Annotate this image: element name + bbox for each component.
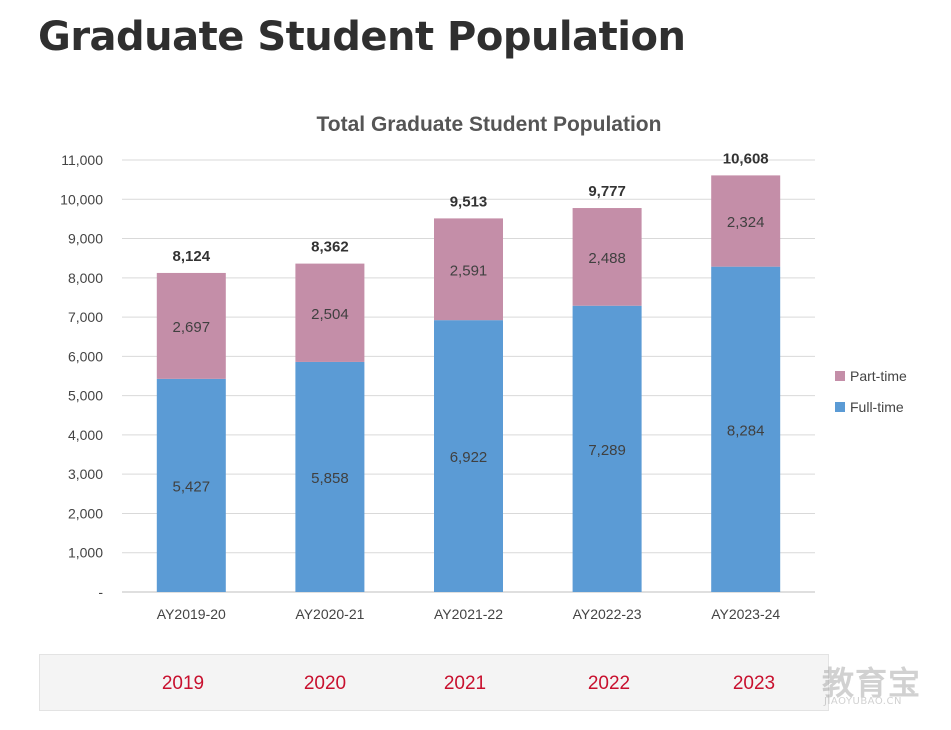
data-label: 2,488 [588,250,626,267]
bar-full-time [572,305,642,592]
x-tick-label: AY2023-24 [711,606,780,622]
data-label: 5,427 [173,478,211,495]
year-tab-2021[interactable]: 2021 [443,673,487,694]
year-tab-2023[interactable]: 2023 [732,673,776,694]
data-label: 5,858 [311,470,349,487]
y-tick-label: 1,000 [68,545,103,561]
data-label: 2,697 [173,319,211,336]
watermark-cn-text: 教育宝 [822,664,922,702]
watermark-logo: 教育宝 JIAOYUBAO.CN [818,658,938,712]
bar-part-time [295,263,365,362]
stacked-bar-chart: Total Graduate Student Population - 1,000 2… [60,113,907,622]
bar-part-time [434,218,503,321]
year-tab-2019[interactable]: 2019 [161,673,205,694]
data-label: 2,591 [450,262,488,279]
total-label: 10,608 [723,150,769,167]
bar-full-time [434,320,503,592]
y-tick-label: 4,000 [68,427,103,443]
bar-full-time [295,361,365,592]
bar-part-time [156,272,226,379]
y-tick-label: 11,000 [61,152,103,168]
bar-full-time [156,378,226,592]
total-label: 9,777 [588,183,626,200]
legend-label: Part-time [850,368,907,384]
legend-swatch [835,402,845,412]
y-tick-label: 8,000 [68,270,103,286]
y-tick-label: 5,000 [68,388,103,404]
x-tick-label: AY2020-21 [295,606,364,622]
x-tick-label: AY2021-22 [434,606,503,622]
bar-part-time [711,175,781,267]
watermark-en-text: JIAOYUBAO.CN [824,696,902,707]
data-label: 6,922 [450,449,488,466]
y-tick-label: 10,000 [60,191,103,207]
chart-canvas: Total Graduate Student Population - 1,000 2… [60,113,907,622]
x-tick-label: AY2022-23 [573,606,642,622]
data-label: 7,289 [588,442,626,459]
bar-full-time [711,266,781,592]
total-label: 8,124 [173,248,211,265]
data-label: 2,324 [727,214,765,231]
data-label: 8,284 [727,422,765,439]
page-title: Graduate Student Population [38,14,686,60]
y-tick-label: 3,000 [68,466,103,482]
legend-swatch [835,371,845,381]
legend-label: Full-time [850,399,904,415]
y-tick-label: 6,000 [68,348,103,364]
year-tab-2020[interactable]: 2020 [303,673,347,694]
total-label: 8,362 [311,239,349,256]
y-tick-label: 7,000 [68,309,103,325]
y-tick-label: 2,000 [68,505,103,521]
y-tick-label: - [98,584,103,600]
y-tick-label: 9,000 [68,231,103,247]
data-label: 2,504 [311,306,349,323]
bar-part-time [572,208,642,306]
year-selector-bar: 2019 2020 2021 2022 2023 [39,654,829,711]
year-tab-2022[interactable]: 2022 [587,673,631,694]
x-tick-label: AY2019-20 [157,606,226,622]
total-label: 9,513 [450,193,488,210]
chart-title: Total Graduate Student Population [317,113,662,136]
